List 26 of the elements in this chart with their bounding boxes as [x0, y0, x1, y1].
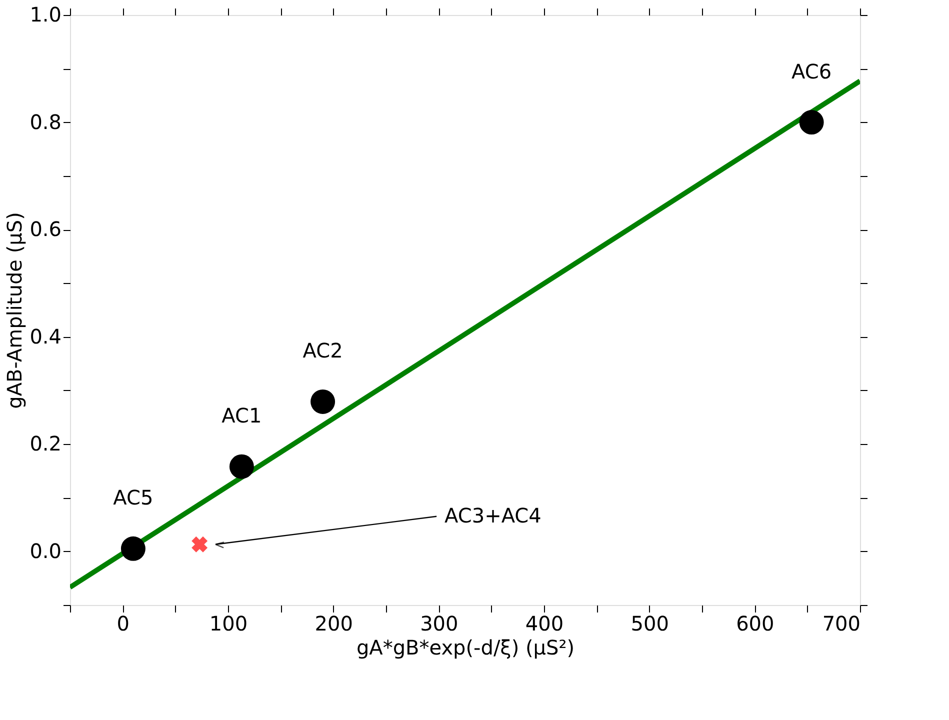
x-tick-label: 700 — [822, 612, 860, 636]
y-tick-label: 0.6 — [30, 217, 62, 242]
x-tick-label: 300 — [420, 612, 458, 636]
point — [229, 454, 254, 479]
point — [799, 110, 824, 134]
point — [310, 389, 336, 414]
x-tick-label: 0 — [116, 612, 130, 636]
annotation: AC1 — [222, 404, 262, 428]
y-axis-title: gAB-Amplitude (µS) — [2, 212, 27, 409]
y-tick-label: 0.0 — [30, 538, 62, 563]
annotation: AC3+AC4 — [444, 503, 542, 528]
y-tick-label: 1.0 — [30, 2, 62, 26]
x-tick-label: 500 — [630, 612, 669, 636]
point — [120, 536, 146, 561]
y-tick-label: 0.8 — [30, 110, 62, 134]
x-tick-label: 200 — [314, 612, 353, 636]
annotation: AC2 — [302, 338, 343, 363]
x-tick-label: 400 — [525, 612, 564, 636]
y-tick-label: 0.4 — [30, 324, 62, 348]
point — [192, 536, 208, 552]
annotation: AC6 — [792, 59, 832, 84]
x-tick-label: 100 — [209, 612, 248, 636]
y-tick-label: 0.2 — [30, 432, 62, 456]
x-axis-title: gA*gB*exp(-d/ξ) (µS²) — [356, 636, 575, 660]
x-tick-label: 600 — [736, 612, 774, 636]
annotation: AC5 — [113, 486, 154, 510]
